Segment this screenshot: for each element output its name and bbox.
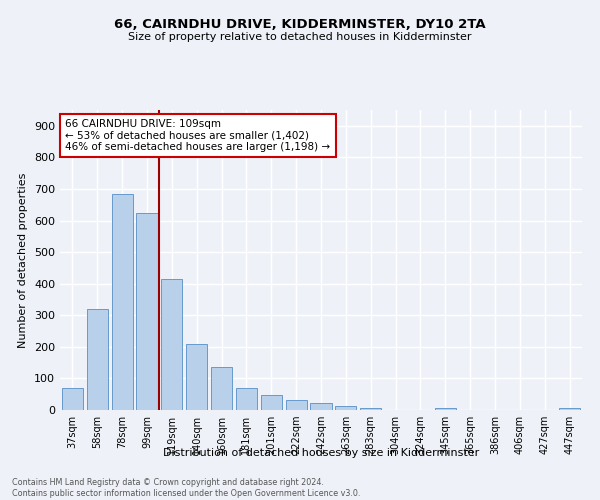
Bar — [161, 279, 182, 410]
Text: Contains HM Land Registry data © Crown copyright and database right 2024.
Contai: Contains HM Land Registry data © Crown c… — [12, 478, 361, 498]
Bar — [87, 309, 108, 410]
Text: Distribution of detached houses by size in Kidderminster: Distribution of detached houses by size … — [163, 448, 479, 458]
Bar — [62, 388, 83, 410]
Bar — [236, 388, 257, 410]
Bar — [261, 395, 282, 410]
Bar — [559, 408, 580, 410]
Bar — [211, 368, 232, 410]
Bar — [186, 344, 207, 410]
Text: 66 CAIRNDHU DRIVE: 109sqm
← 53% of detached houses are smaller (1,402)
46% of se: 66 CAIRNDHU DRIVE: 109sqm ← 53% of detac… — [65, 119, 331, 152]
Bar — [435, 408, 456, 410]
Text: 66, CAIRNDHU DRIVE, KIDDERMINSTER, DY10 2TA: 66, CAIRNDHU DRIVE, KIDDERMINSTER, DY10 … — [114, 18, 486, 30]
Bar — [136, 212, 158, 410]
Y-axis label: Number of detached properties: Number of detached properties — [19, 172, 28, 348]
Bar — [310, 403, 332, 410]
Bar — [335, 406, 356, 410]
Text: Size of property relative to detached houses in Kidderminster: Size of property relative to detached ho… — [128, 32, 472, 42]
Bar — [112, 194, 133, 410]
Bar — [360, 408, 381, 410]
Bar — [286, 400, 307, 410]
